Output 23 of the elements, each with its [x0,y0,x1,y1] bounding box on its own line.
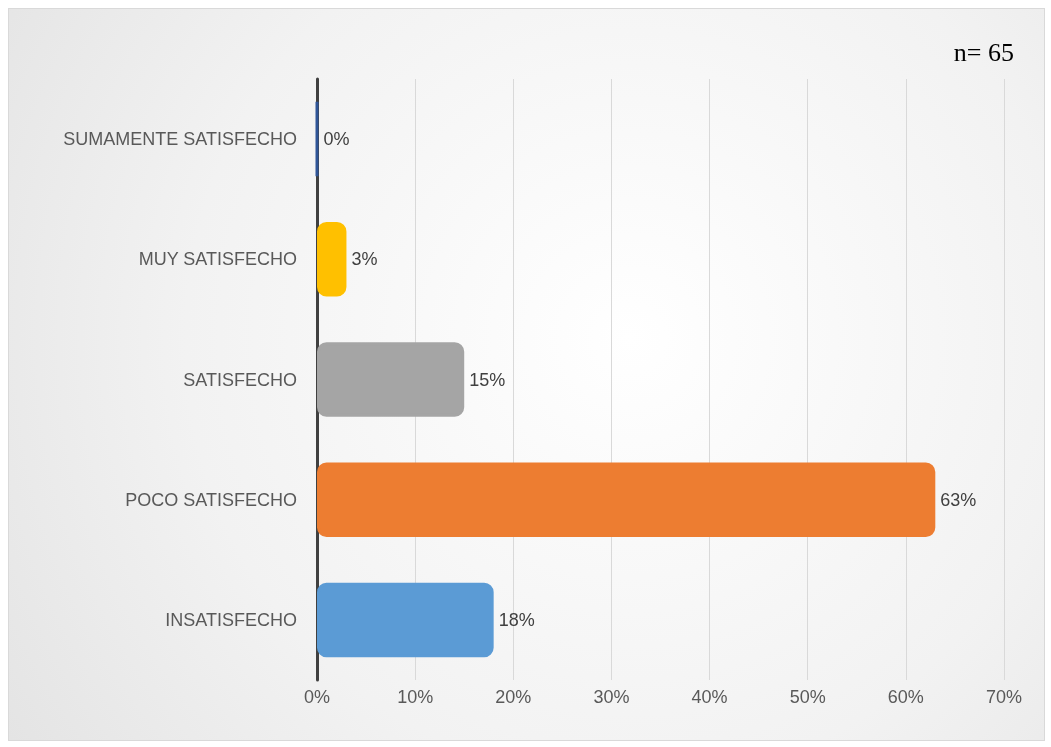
bar [317,342,465,417]
data-label: 63% [940,489,977,510]
x-tick-label: 70% [985,687,1023,707]
data-label: 0% [323,129,350,150]
bar [317,582,494,658]
y-tick-label: SATISFECHO [183,369,297,390]
x-tick-label: 40% [691,687,728,707]
y-tick-label: POCO SATISFECHO [125,489,297,510]
y-tick-label: MUY SATISFECHO [138,249,297,270]
x-tick-label: 50% [789,687,826,707]
x-tick-label: 10% [397,687,434,707]
bar [317,222,347,297]
text: n= 65 [953,37,1015,67]
y-tick-label: SUMAMENTE SATISFECHO [63,129,297,150]
x-tick-label: 20% [495,687,532,707]
data-label: 3% [351,249,378,270]
x-tick-label: 0% [303,687,331,707]
x-tick-label: 30% [593,687,630,707]
data-label: 18% [498,609,535,630]
bar [317,462,936,537]
data-label: 15% [469,369,506,390]
x-tick-label: 60% [887,687,924,707]
y-tick-label: INSATISFECHO [165,609,297,630]
